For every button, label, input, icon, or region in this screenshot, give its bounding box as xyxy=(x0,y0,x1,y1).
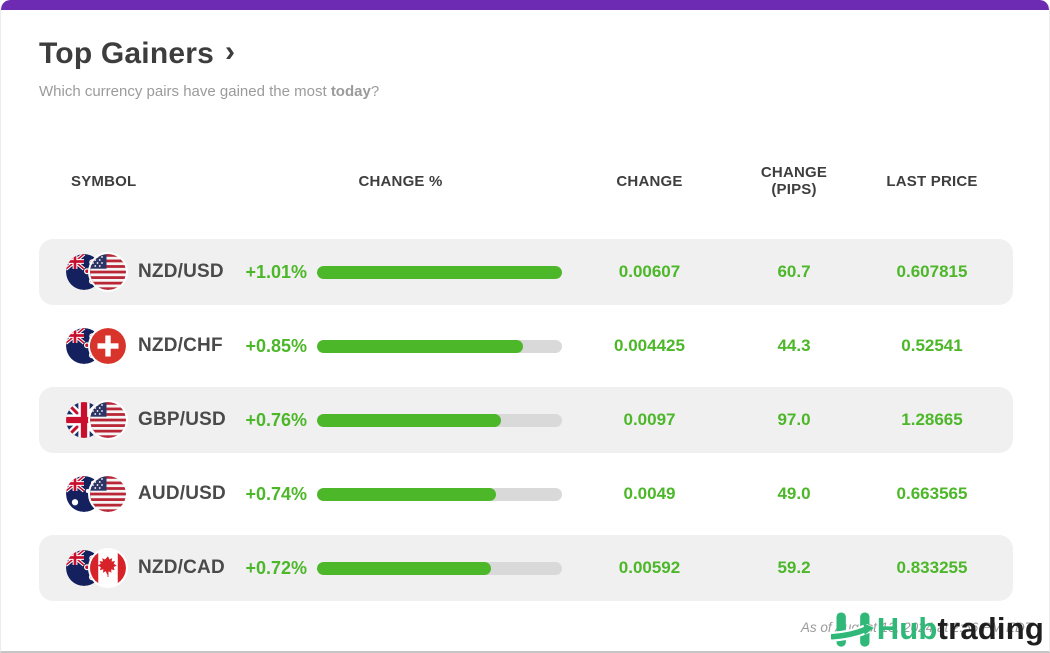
change-value: 0.00607 xyxy=(618,262,681,281)
table-header: SYMBOL CHANGE % CHANGE CHANGE (PIPS) LAS… xyxy=(39,164,1013,198)
pair-flags xyxy=(66,550,126,586)
change-bar-fill xyxy=(317,413,501,427)
change-bar-cell xyxy=(317,339,562,353)
table-row[interactable]: NZD/CAD +0.72% 0.00592 59.2 0.833255 xyxy=(39,535,1013,601)
column-header-change-pips: CHANGE (PIPS) xyxy=(760,164,828,198)
logo-text-hub: Hub xyxy=(876,611,938,646)
subtitle-suffix: ? xyxy=(370,83,380,100)
change-value: 0.0049 xyxy=(623,484,676,503)
change-bar-cell xyxy=(317,561,562,575)
accent-top-bar xyxy=(1,0,1049,10)
column-header-change-pct: CHANGE % xyxy=(358,172,443,190)
pair-label: GBP/USD xyxy=(138,409,226,430)
change-value: 0.00592 xyxy=(618,558,681,577)
symbol-cell: NZD/CAD xyxy=(39,550,239,586)
pair-flags xyxy=(66,402,126,438)
change-value: 0.004425 xyxy=(614,336,685,355)
column-header-symbol: SYMBOL xyxy=(71,172,137,190)
change-pips-value: 59.2 xyxy=(777,558,811,577)
table-row[interactable]: AUD/USD +0.74% 0.0049 49.0 0.663565 xyxy=(39,461,1013,527)
pair-label: AUD/USD xyxy=(138,483,226,504)
flag-us-icon xyxy=(90,254,126,290)
widget-header: Top Gainers › Which currency pairs have … xyxy=(1,10,1049,101)
change-bar-track xyxy=(317,561,562,575)
flag-us-icon xyxy=(90,402,126,438)
column-header-last-price: LAST PRICE xyxy=(886,172,978,190)
change-pips-value: 44.3 xyxy=(777,336,811,355)
change-pct-value: +0.85% xyxy=(245,335,307,356)
change-bar-track xyxy=(317,413,562,427)
logo-text-trading: trading xyxy=(937,611,1044,646)
pair-label: NZD/USD xyxy=(138,261,224,282)
table-rows: NZD/USD +1.01% 0.00607 60.7 0.607815 NZD… xyxy=(39,239,1013,601)
symbol-cell: AUD/USD xyxy=(39,476,239,512)
change-pct-value: +0.74% xyxy=(245,483,307,504)
top-gainers-link[interactable]: Top Gainers › xyxy=(39,37,235,71)
change-pct-value: +1.01% xyxy=(245,261,307,282)
change-bar-track xyxy=(317,339,562,353)
change-bar-cell xyxy=(317,265,562,279)
table-row[interactable]: NZD/USD +1.01% 0.00607 60.7 0.607815 xyxy=(39,239,1013,305)
change-bar-fill xyxy=(317,561,491,575)
pair-flags xyxy=(66,254,126,290)
symbol-cell: GBP/USD xyxy=(39,402,239,438)
change-bar-fill xyxy=(317,265,562,279)
pair-flags xyxy=(66,476,126,512)
gainers-table: SYMBOL CHANGE % CHANGE CHANGE (PIPS) LAS… xyxy=(39,164,1013,601)
change-pips-value: 49.0 xyxy=(777,484,811,503)
last-price-value: 0.833255 xyxy=(896,558,968,577)
symbol-cell: NZD/USD xyxy=(39,254,239,290)
pair-label: NZD/CHF xyxy=(138,335,223,356)
last-price-value: 0.52541 xyxy=(901,336,963,355)
change-pips-value: 60.7 xyxy=(777,262,811,281)
last-price-value: 0.607815 xyxy=(896,262,968,281)
change-bar-fill xyxy=(317,487,496,501)
pair-flags xyxy=(66,328,126,364)
change-pct-value: +0.72% xyxy=(245,557,307,578)
pair-label: NZD/CAD xyxy=(138,557,225,578)
change-bar-track xyxy=(317,265,562,279)
hubtrading-h-arrow-icon xyxy=(830,607,875,651)
change-value: 0.0097 xyxy=(623,410,676,429)
change-bar-track xyxy=(317,487,562,501)
column-header-change: CHANGE xyxy=(616,172,683,190)
table-row[interactable]: GBP/USD +0.76% 0.0097 97.0 1.28665 xyxy=(39,387,1013,453)
subtitle-bold-word: today xyxy=(330,83,371,100)
change-bar-fill xyxy=(317,339,523,353)
change-pips-value: 97.0 xyxy=(777,410,811,429)
change-bar-cell xyxy=(317,413,562,427)
last-price-value: 1.28665 xyxy=(901,410,963,429)
table-row[interactable]: NZD/CHF +0.85% 0.004425 44.3 0.52541 xyxy=(39,313,1013,379)
symbol-cell: NZD/CHF xyxy=(39,328,239,364)
chevron-right-icon[interactable]: › xyxy=(225,35,236,68)
subtitle-prefix: Which currency pairs have gained the mos… xyxy=(39,83,331,100)
last-price-value: 0.663565 xyxy=(896,484,968,503)
flag-ch-icon xyxy=(90,328,126,364)
subtitle: Which currency pairs have gained the mos… xyxy=(39,83,1049,100)
hubtrading-logo[interactable]: Hub trading xyxy=(830,607,1044,651)
flag-us-icon xyxy=(90,476,126,512)
flag-ca-icon xyxy=(90,550,126,586)
page-title: Top Gainers xyxy=(39,37,215,70)
change-pct-value: +0.76% xyxy=(245,409,307,430)
change-bar-cell xyxy=(317,487,562,501)
